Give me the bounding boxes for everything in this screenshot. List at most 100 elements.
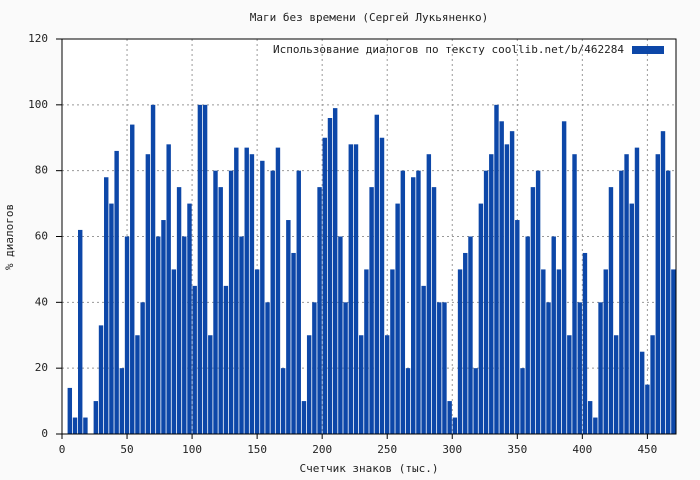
bar bbox=[645, 384, 650, 434]
plot-frame bbox=[61, 38, 677, 435]
bar bbox=[353, 144, 359, 435]
bar bbox=[265, 302, 270, 434]
bar bbox=[535, 170, 541, 434]
bar bbox=[306, 335, 312, 434]
bar bbox=[634, 147, 640, 434]
bar bbox=[140, 302, 145, 434]
bar bbox=[582, 252, 588, 434]
bar bbox=[249, 154, 255, 435]
bar bbox=[296, 170, 301, 434]
bar bbox=[166, 144, 171, 435]
bar bbox=[395, 203, 400, 434]
bar bbox=[254, 269, 260, 434]
bar bbox=[577, 302, 582, 434]
bar bbox=[665, 170, 671, 434]
bar bbox=[452, 417, 458, 434]
bar bbox=[556, 269, 562, 434]
bar bbox=[156, 236, 161, 434]
bar bbox=[515, 220, 520, 434]
chart-title: Маги без времени (Сергей Лукьяненко) bbox=[250, 11, 488, 24]
bar bbox=[660, 131, 666, 434]
bar bbox=[161, 220, 166, 434]
bar bbox=[551, 236, 556, 434]
bar bbox=[135, 335, 140, 434]
bar bbox=[197, 104, 203, 434]
bar bbox=[567, 335, 572, 434]
x-tick-label: 50 bbox=[120, 443, 133, 456]
bar bbox=[312, 302, 317, 434]
bar bbox=[364, 269, 369, 434]
bar bbox=[270, 170, 275, 434]
bar bbox=[83, 417, 88, 434]
bar bbox=[421, 285, 426, 434]
bar bbox=[546, 302, 551, 434]
y-tick-label: 40 bbox=[35, 295, 48, 308]
bar bbox=[192, 285, 197, 434]
bar bbox=[104, 177, 109, 434]
bar bbox=[213, 170, 218, 434]
bar bbox=[530, 187, 536, 434]
bar bbox=[405, 368, 411, 434]
bar bbox=[234, 147, 239, 434]
x-axis-label: Счетчик знаков (тыс.) bbox=[299, 462, 438, 475]
bar bbox=[182, 236, 187, 434]
bar bbox=[358, 335, 364, 434]
bar bbox=[260, 160, 265, 434]
bar bbox=[390, 269, 395, 434]
bar bbox=[489, 154, 494, 435]
bar bbox=[72, 417, 78, 434]
bar bbox=[483, 170, 489, 434]
y-tick-label: 60 bbox=[35, 230, 48, 243]
bar bbox=[327, 118, 333, 434]
bar bbox=[187, 203, 192, 434]
bar bbox=[619, 170, 624, 434]
bar bbox=[301, 401, 307, 434]
x-tick-label: 200 bbox=[312, 443, 332, 456]
bar bbox=[639, 351, 645, 434]
bar bbox=[332, 108, 338, 434]
bar bbox=[385, 335, 390, 434]
bar bbox=[208, 335, 213, 434]
bar bbox=[145, 154, 151, 435]
bar bbox=[130, 124, 135, 434]
bar bbox=[411, 177, 416, 434]
bar bbox=[416, 170, 421, 434]
bar bbox=[93, 401, 99, 434]
bar bbox=[223, 285, 229, 434]
bar bbox=[608, 187, 614, 434]
bar bbox=[150, 104, 156, 434]
bar bbox=[671, 269, 676, 434]
bar bbox=[322, 137, 327, 434]
bar bbox=[504, 144, 510, 435]
bar bbox=[228, 170, 234, 434]
bar bbox=[78, 229, 83, 434]
bar bbox=[374, 114, 380, 434]
bar bbox=[442, 302, 447, 434]
bar bbox=[275, 147, 281, 434]
bar bbox=[613, 335, 619, 434]
bar bbox=[520, 368, 525, 434]
bar bbox=[561, 121, 567, 435]
bar bbox=[478, 203, 484, 434]
bar bbox=[473, 368, 478, 434]
bar bbox=[624, 154, 629, 435]
bar bbox=[239, 236, 244, 434]
bar bbox=[379, 137, 385, 434]
bar bbox=[463, 252, 468, 434]
bar bbox=[244, 147, 249, 434]
legend-label: Использование диалогов по тексту coollib… bbox=[273, 43, 624, 56]
bar bbox=[114, 150, 119, 434]
bar bbox=[67, 387, 73, 434]
bar bbox=[447, 401, 452, 434]
bar bbox=[124, 236, 130, 434]
x-tick-label: 150 bbox=[247, 443, 267, 456]
bar bbox=[348, 144, 353, 435]
bar bbox=[494, 104, 499, 434]
bar bbox=[343, 302, 348, 434]
bar bbox=[400, 170, 406, 434]
bar bbox=[572, 154, 577, 435]
bar bbox=[171, 269, 177, 434]
x-tick-label: 450 bbox=[637, 443, 657, 456]
x-tick-label: 350 bbox=[507, 443, 527, 456]
